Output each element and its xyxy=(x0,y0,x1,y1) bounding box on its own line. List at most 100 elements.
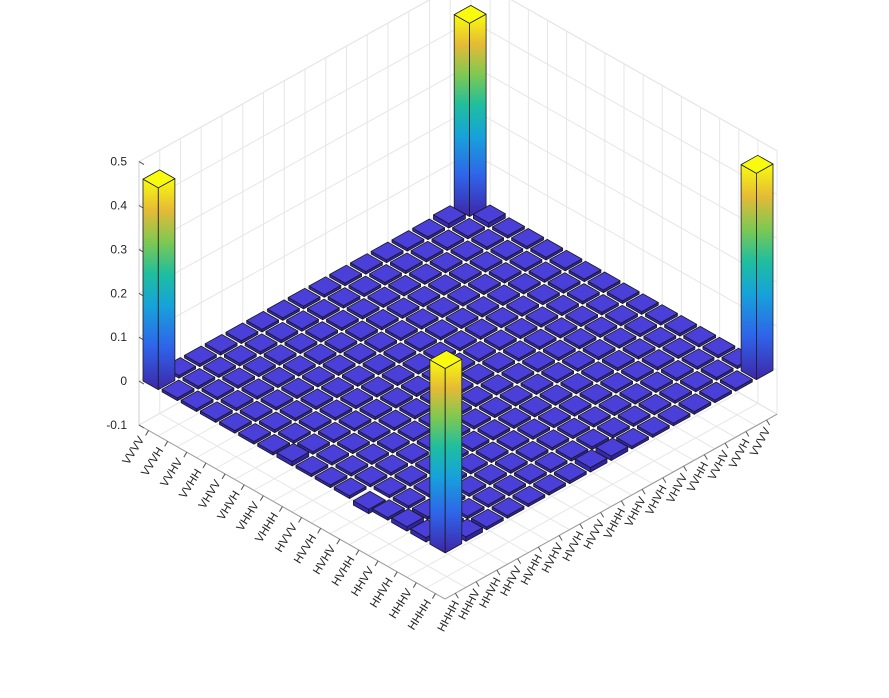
row-tick-mark xyxy=(374,560,379,567)
bar-top xyxy=(180,390,214,410)
bar xyxy=(560,372,594,395)
bar xyxy=(431,229,465,251)
bar-top xyxy=(503,340,536,360)
bar-top xyxy=(161,379,195,399)
bar-top xyxy=(512,485,546,505)
bar-top xyxy=(626,293,659,313)
bar-top xyxy=(204,334,238,353)
bar xyxy=(501,362,535,385)
bar xyxy=(520,373,554,395)
bar-top xyxy=(429,350,463,369)
bar xyxy=(345,320,378,342)
bar xyxy=(267,299,300,321)
bar-top xyxy=(297,433,330,453)
bar xyxy=(359,398,393,421)
bar xyxy=(581,361,614,383)
bar-top xyxy=(394,465,428,485)
bar xyxy=(485,306,519,329)
bar xyxy=(579,383,613,406)
bar-top xyxy=(388,274,422,294)
bar-top xyxy=(456,430,490,450)
bar-top xyxy=(426,296,460,316)
bar-top xyxy=(352,490,386,510)
bar xyxy=(317,421,351,444)
z-tick-label: -0.1 xyxy=(106,418,127,432)
z-grid-line xyxy=(138,108,472,294)
bar-top xyxy=(525,306,559,326)
z-grid-line xyxy=(510,0,778,152)
bar xyxy=(337,432,370,455)
bar xyxy=(638,393,672,416)
bar xyxy=(161,379,195,402)
bar xyxy=(260,389,294,411)
bar xyxy=(258,411,292,434)
bar-top xyxy=(501,362,535,382)
bar xyxy=(241,378,275,400)
bar-top xyxy=(182,368,216,387)
bar-top xyxy=(367,286,401,306)
bar xyxy=(534,451,568,474)
bar xyxy=(584,316,618,338)
bar-top xyxy=(340,387,374,407)
bar-top xyxy=(479,396,512,416)
row-tick-label: VHVV xyxy=(197,478,224,511)
bar-top xyxy=(337,432,370,452)
row-tick-label: VHVH xyxy=(216,489,243,522)
col-tick-mark xyxy=(683,465,688,472)
bar-top xyxy=(678,393,712,413)
bar xyxy=(375,454,409,476)
bar-top xyxy=(504,317,538,337)
bar-top xyxy=(602,349,635,369)
bar xyxy=(204,334,238,356)
bar-top xyxy=(369,264,402,283)
z-grid-line xyxy=(138,0,431,163)
bar xyxy=(388,274,422,297)
bar xyxy=(641,349,675,371)
bar xyxy=(327,287,361,309)
bar-top xyxy=(354,465,388,485)
bar-top xyxy=(385,319,418,339)
row-tick-mark xyxy=(240,484,245,491)
bar-face xyxy=(157,178,176,391)
bar-top xyxy=(487,284,520,304)
bar xyxy=(558,395,592,417)
bar xyxy=(562,350,595,372)
bar-top xyxy=(603,327,637,347)
bar-top xyxy=(490,239,524,259)
bar xyxy=(364,331,398,353)
row-tick-label: HHVV xyxy=(350,565,377,599)
bar xyxy=(619,383,653,405)
bar-top xyxy=(498,407,531,427)
bar xyxy=(493,474,526,497)
bar-top xyxy=(239,400,273,420)
bar xyxy=(472,486,506,508)
bar-face xyxy=(444,358,463,554)
bar xyxy=(490,239,524,262)
bar-top xyxy=(576,428,609,448)
bar-top xyxy=(579,383,613,403)
row-tick-mark xyxy=(221,473,226,480)
bar xyxy=(624,315,657,338)
bar-top xyxy=(586,294,619,313)
bar xyxy=(306,298,340,321)
bar-top xyxy=(389,252,423,272)
bar-top xyxy=(637,416,670,436)
bar xyxy=(404,330,437,353)
bar-top xyxy=(538,406,571,426)
bar xyxy=(447,285,481,307)
bar xyxy=(657,404,691,427)
bar xyxy=(287,287,321,310)
bar-top xyxy=(645,304,678,324)
row-tick-mark xyxy=(259,495,264,501)
z-tick-mark xyxy=(138,161,145,166)
bar xyxy=(450,240,484,262)
bar-top xyxy=(278,422,311,442)
bar xyxy=(335,455,369,477)
bar xyxy=(350,253,383,275)
bar xyxy=(512,485,546,508)
bar xyxy=(567,283,600,305)
bar xyxy=(509,250,543,272)
bar xyxy=(582,338,616,361)
bar-top xyxy=(319,399,353,419)
bar-top xyxy=(494,452,528,472)
